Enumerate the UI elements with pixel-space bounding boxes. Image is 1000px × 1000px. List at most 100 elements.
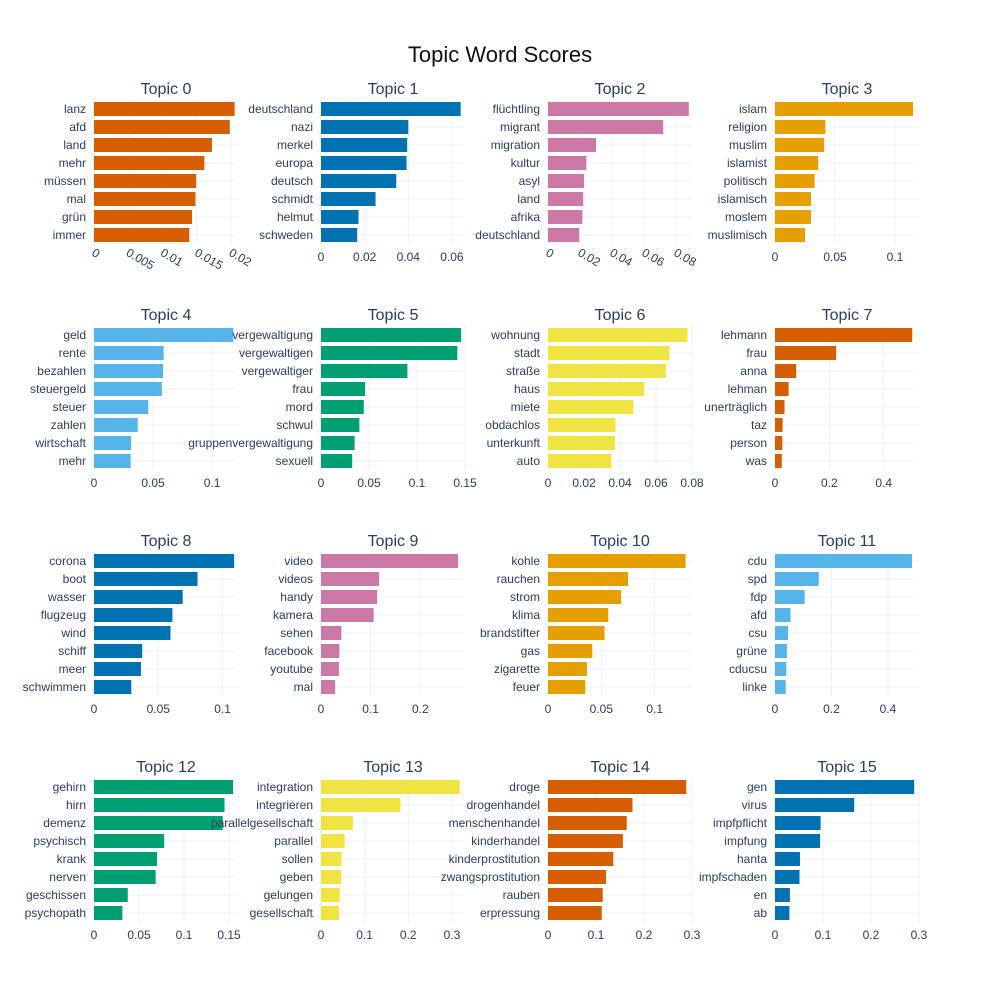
subplot-title: Topic 6: [595, 307, 646, 324]
subplot-topic-4: Topic 4 geld rente bezahlen steuergeld steuer…: [30, 307, 238, 490]
subplot-title: Topic 3: [822, 81, 873, 98]
category-label: auto: [517, 454, 541, 468]
category-label: handy: [280, 590, 313, 604]
bar: [321, 399, 364, 415]
bar: [321, 173, 397, 189]
category-label: menschenhandel: [449, 816, 540, 830]
bar: [94, 625, 171, 641]
bar: [321, 227, 358, 243]
bar: [775, 887, 790, 903]
category-label: helmut: [277, 210, 314, 224]
category-label: frau: [292, 382, 313, 396]
subplot-title: Topic 0: [141, 81, 192, 98]
bar: [94, 173, 197, 189]
category-label: grün: [62, 210, 86, 224]
bar: [321, 137, 408, 153]
subplot-topic-13: Topic 13integrationintegrierenparallelge…: [211, 759, 465, 942]
bar: [548, 327, 688, 343]
category-label: krank: [57, 852, 87, 866]
tick-label: 0.06: [640, 245, 668, 269]
category-label: youtube: [270, 662, 313, 676]
tick-label: 0: [318, 928, 325, 942]
category-label: kohle: [511, 554, 540, 568]
bar: [775, 589, 805, 605]
category-label: gen: [747, 780, 767, 794]
bar: [548, 887, 603, 903]
category-label: mord: [286, 400, 313, 414]
category-label: corona: [49, 554, 86, 568]
category-label: kultur: [511, 156, 540, 170]
subplot-title: Topic 2: [595, 81, 646, 98]
bar: [94, 345, 164, 361]
category-label: mehr: [59, 156, 86, 170]
bar: [775, 155, 819, 171]
bar: [548, 209, 583, 225]
bar: [94, 905, 123, 921]
bar: [94, 851, 157, 867]
subplot-topic-11: Topic 11 cdu spd fdp afd csu grüne cducsu linke 0…: [729, 533, 919, 716]
bar: [321, 553, 459, 569]
bar: [548, 101, 689, 117]
bar: [548, 851, 614, 867]
tick-label: 0: [318, 476, 325, 490]
bar: [94, 417, 138, 433]
category-label: geben: [280, 870, 313, 884]
subplot-title: Topic 14: [590, 759, 650, 776]
category-label: integration: [257, 780, 313, 794]
bar: [548, 625, 605, 641]
category-label: müssen: [44, 174, 86, 188]
category-label: impfschaden: [699, 870, 767, 884]
category-label: nerven: [49, 870, 86, 884]
bar: [321, 679, 336, 695]
tick-label: 0: [772, 702, 779, 716]
bar: [94, 779, 234, 795]
bar: [775, 453, 782, 469]
bar: [548, 833, 623, 849]
bar: [775, 173, 815, 189]
bar: [775, 399, 785, 415]
bar: [94, 227, 190, 243]
category-label: csu: [748, 626, 767, 640]
bar: [775, 679, 786, 695]
tick-label: 0: [772, 476, 779, 490]
category-label: muslim: [729, 138, 767, 152]
bar: [775, 553, 912, 569]
category-label: was: [745, 454, 767, 468]
tick-label: 0.1: [409, 476, 426, 490]
bar: [321, 625, 342, 641]
tick-label: 0.2: [823, 702, 840, 716]
tick-label: 0: [545, 928, 552, 942]
bar: [775, 661, 787, 677]
subplot-title: Topic 11: [818, 533, 877, 550]
subplot-title: Topic 4: [141, 307, 192, 324]
category-label: afd: [750, 608, 767, 622]
category-label: lehman: [728, 382, 767, 396]
tick-label: 0.05: [823, 250, 847, 264]
subplot-topic-12: Topic 12 gehirn hirn demenz psychisch krank ne…: [25, 759, 241, 942]
tick-label: 0.3: [444, 928, 461, 942]
bar: [321, 327, 462, 343]
tick-label: 0: [772, 928, 779, 942]
tick-label: 0.04: [608, 245, 636, 269]
category-label: grüne: [736, 644, 767, 658]
category-label: vergewaltigen: [239, 346, 313, 360]
category-label: unterkunft: [487, 436, 541, 450]
category-label: cdu: [748, 554, 767, 568]
bar: [775, 381, 789, 397]
bar: [775, 227, 805, 243]
category-label: bezahlen: [37, 364, 86, 378]
category-label: afd: [69, 120, 86, 134]
subplot-topic-10: Topic 10 kohle rauchen strom klima brandstift…: [480, 533, 692, 716]
category-label: schiff: [58, 644, 86, 658]
category-label: taz: [751, 418, 767, 432]
tick-label: 0.1: [588, 928, 605, 942]
bar: [94, 797, 225, 813]
category-label: wind: [60, 626, 86, 640]
subplot-title: Topic 5: [368, 307, 419, 324]
bar: [548, 345, 670, 361]
bar: [775, 833, 821, 849]
bar: [94, 661, 141, 677]
category-label: ab: [754, 906, 768, 920]
category-label: migrant: [500, 120, 541, 134]
category-label: videos: [278, 572, 313, 586]
